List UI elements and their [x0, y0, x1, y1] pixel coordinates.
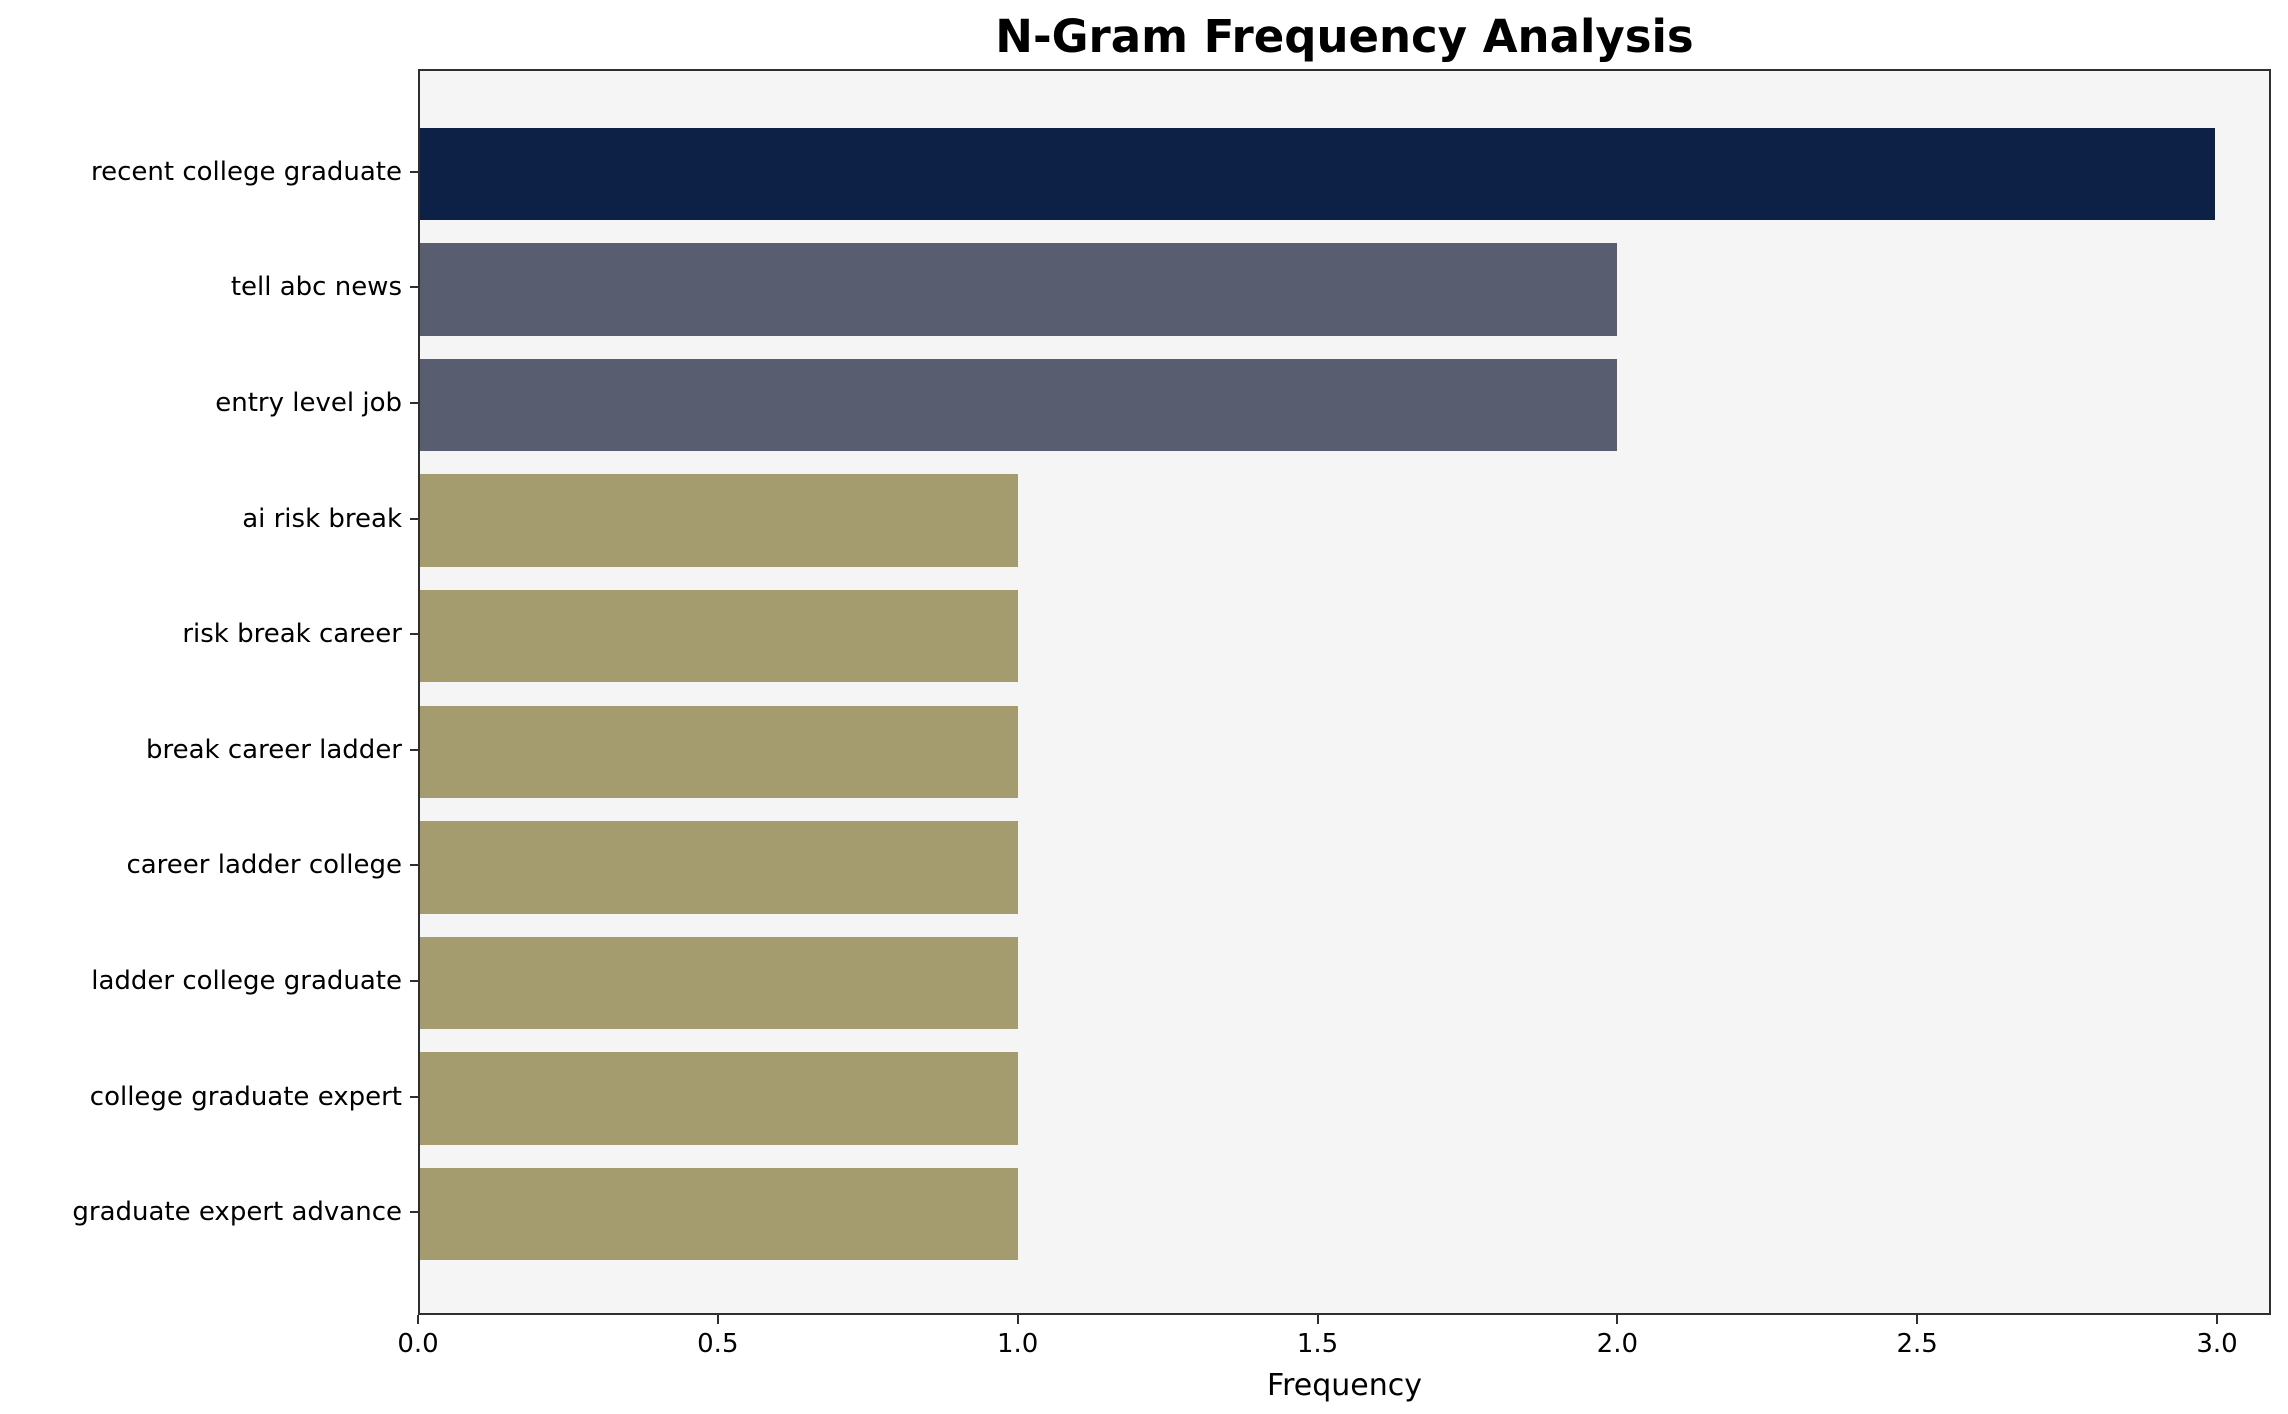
x-tick-label: 3.0 — [2196, 1329, 2238, 1359]
x-tick-mark — [1016, 1315, 1019, 1324]
x-tick-label: 2.5 — [1896, 1329, 1938, 1359]
y-tick-label: recent college graduate — [91, 156, 402, 187]
bar — [420, 1167, 1019, 1261]
bar — [420, 821, 1019, 914]
bar — [420, 243, 1617, 336]
y-tick-mark — [410, 979, 418, 982]
x-tick-label: 2.0 — [1596, 1329, 1639, 1359]
y-tick-label: graduate expert advance — [72, 1197, 402, 1228]
bar — [420, 936, 1019, 1030]
bar — [420, 474, 1019, 567]
x-tick-mark — [1316, 1315, 1319, 1324]
x-tick-label: 1.0 — [996, 1329, 1039, 1359]
chart-title: N-Gram Frequency Analysis — [995, 10, 1694, 63]
y-tick-mark — [410, 864, 418, 867]
y-tick-mark — [410, 748, 418, 751]
bar — [420, 589, 1019, 683]
bar — [420, 705, 1019, 798]
y-tick-label: entry level job — [215, 388, 402, 419]
y-tick-label: career ladder college — [126, 850, 402, 881]
y-tick-label: ladder college graduate — [91, 965, 402, 996]
x-tick-mark — [417, 1315, 419, 1324]
y-tick-mark — [410, 517, 418, 520]
bar — [420, 127, 2216, 221]
x-tick-mark — [1916, 1315, 1919, 1324]
x-tick-mark — [2216, 1315, 2219, 1324]
bar — [420, 1052, 1019, 1145]
x-tick-mark — [716, 1315, 719, 1324]
bar — [420, 358, 1617, 452]
x-tick-label: 1.5 — [1296, 1329, 1339, 1359]
y-tick-mark — [410, 1211, 418, 1214]
y-tick-mark — [410, 1095, 418, 1098]
y-tick-label: tell abc news — [230, 272, 402, 303]
y-tick-label: college graduate expert — [89, 1081, 402, 1112]
y-tick-mark — [410, 170, 418, 173]
x-axis-label: Frequency — [1267, 1368, 1422, 1403]
y-tick-label: risk break career — [182, 619, 402, 650]
y-tick-label: ai risk break — [242, 503, 402, 534]
y-tick-mark — [410, 633, 418, 636]
y-tick-mark — [410, 402, 418, 405]
x-tick-label: 0.5 — [697, 1329, 739, 1359]
plot-area — [418, 69, 2271, 1315]
x-tick-mark — [1616, 1315, 1619, 1324]
x-tick-label: 0.0 — [397, 1329, 439, 1359]
y-tick-label: break career ladder — [145, 734, 402, 765]
y-tick-mark — [410, 286, 418, 289]
